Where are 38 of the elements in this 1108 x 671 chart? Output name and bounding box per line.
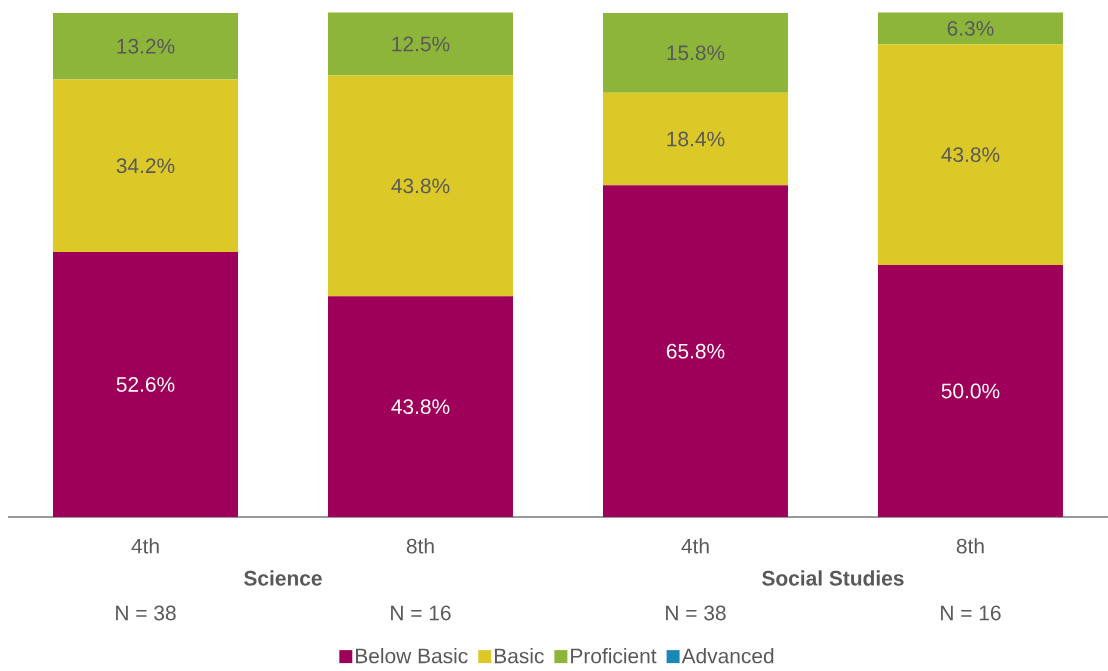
x-tick-label: 8th	[956, 538, 984, 554]
text: N = 38	[116, 605, 176, 621]
bar	[877, 12, 1063, 45]
text: N = 38	[666, 605, 726, 621]
data-label: 65.8%	[666, 343, 725, 359]
legend-label: Basic	[494, 647, 544, 664]
bar	[877, 44, 1063, 265]
text: Science	[244, 570, 322, 586]
data-label: 43.8%	[941, 147, 1000, 163]
bar	[327, 12, 513, 76]
bar	[327, 75, 513, 297]
x-tick-label: 8th	[406, 538, 434, 554]
bar	[602, 92, 788, 186]
bar	[877, 265, 1063, 517]
data-label: 12.5%	[392, 36, 450, 52]
legend-label: Below Basic	[356, 647, 468, 664]
data-label: 6.3%	[947, 20, 994, 36]
bar	[52, 79, 238, 252]
x-tick-label: 4th	[131, 538, 159, 554]
data-label: 13.2%	[117, 38, 175, 54]
data-label: 15.8%	[667, 45, 725, 61]
data-label: 50.0%	[941, 383, 1000, 399]
text: N = 16	[391, 605, 451, 621]
data-label: 34.2%	[116, 158, 175, 174]
bar	[327, 296, 513, 517]
x-tick-label: 4th	[681, 538, 709, 554]
legend-label: Proficient	[571, 647, 657, 664]
data-label: 18.4%	[667, 131, 725, 147]
data-label: 52.6%	[116, 377, 175, 392]
bar	[52, 12, 238, 80]
bar	[52, 251, 238, 517]
text: N = 16	[941, 605, 1001, 621]
text: Social Studies	[762, 570, 904, 586]
bar	[602, 185, 788, 517]
bar	[602, 12, 788, 93]
data-label: 43.8%	[391, 399, 450, 415]
data-label: 43.8%	[391, 178, 450, 194]
legend-label: Advanced	[681, 647, 774, 664]
